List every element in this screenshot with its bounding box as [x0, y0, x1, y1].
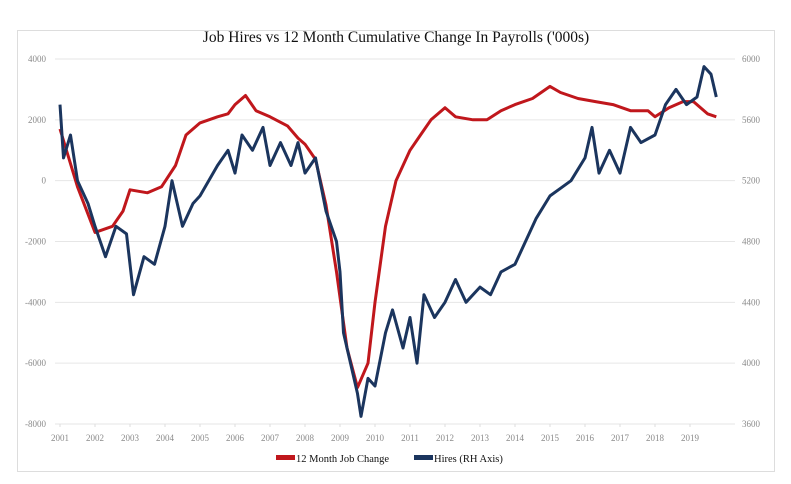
x-tick-label: 2009 — [331, 433, 350, 443]
legend-label-job-change: 12 Month Job Change — [296, 454, 389, 465]
x-tick-label: 2017 — [611, 433, 630, 443]
x-tick-label: 2007 — [261, 433, 280, 443]
chart-title: Job Hires vs 12 Month Cumulative Change … — [203, 29, 589, 46]
x-tick-label: 2001 — [51, 433, 69, 443]
y2-tick-label: 6000 — [742, 54, 761, 64]
legend-swatch-job-change — [276, 455, 295, 460]
x-tick-label: 2005 — [191, 433, 210, 443]
x-tick-label: 2003 — [121, 433, 140, 443]
legend: 12 Month Job Change Hires (RH Axis) — [276, 454, 503, 465]
y-tick-label: 4000 — [28, 54, 47, 64]
x-tick-label: 2016 — [576, 433, 595, 443]
x-tick-label: 2008 — [296, 433, 315, 443]
job-change-series-line — [58, 84, 717, 389]
y-tick-label: -6000 — [25, 358, 46, 368]
y2-tick-label: 3600 — [742, 419, 761, 429]
x-tick-label: 2010 — [366, 433, 385, 443]
y2-tick-label: 5600 — [742, 115, 761, 125]
legend-swatch-hires — [414, 455, 433, 460]
x-tick-label: 2002 — [86, 433, 104, 443]
y2-tick-label: 4400 — [742, 297, 761, 307]
y2-tick-label: 4800 — [742, 237, 761, 247]
x-tick-label: 2004 — [156, 433, 175, 443]
x-tick-label: 2015 — [541, 433, 560, 443]
y-tick-label: -8000 — [25, 419, 46, 429]
x-tick-label: 2018 — [646, 433, 665, 443]
legend-label-hires: Hires (RH Axis) — [434, 454, 503, 465]
y-tick-label: -4000 — [25, 297, 46, 307]
y-tick-label: 2000 — [28, 115, 47, 125]
x-tick-label: 2013 — [471, 433, 490, 443]
x-tick-label: 2006 — [226, 433, 245, 443]
y2-tick-label: 4000 — [742, 358, 761, 368]
x-tick-label: 2019 — [681, 433, 700, 443]
y-tick-label: -2000 — [25, 237, 46, 247]
y2-tick-label: 5200 — [742, 176, 761, 186]
x-tick-label: 2014 — [506, 433, 525, 443]
chart-frame — [17, 30, 775, 472]
hires-series-line — [58, 65, 718, 418]
x-tick-label: 2011 — [401, 433, 419, 443]
y-tick-label: 0 — [42, 176, 47, 186]
x-tick-label: 2012 — [436, 433, 454, 443]
